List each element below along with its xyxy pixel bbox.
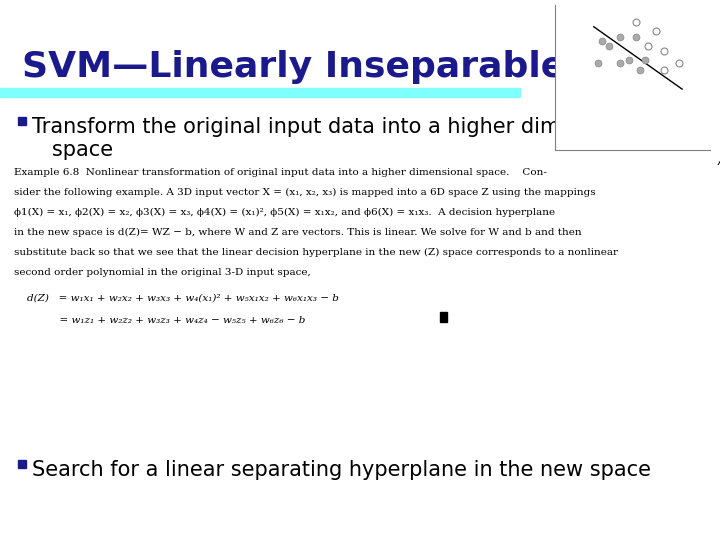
Text: space: space bbox=[32, 140, 113, 160]
Bar bbox=[18, 117, 26, 125]
Bar bbox=[440, 312, 447, 322]
Text: Transform the original input data into a higher dimensional: Transform the original input data into a… bbox=[32, 117, 647, 137]
Text: = w₁z₁ + w₂z₂ + w₃z₃ + w₄z₄ − w₅z₅ + w₆z₆ − b: = w₁z₁ + w₂z₂ + w₃z₃ + w₄z₄ − w₅z₅ + w₆z… bbox=[14, 316, 305, 325]
Text: second order polynomial in the original 3-D input space,: second order polynomial in the original … bbox=[14, 268, 311, 277]
Text: sider the following example. A 3D input vector X = (x₁, x₂, x₃) is mapped into a: sider the following example. A 3D input … bbox=[14, 188, 595, 197]
Text: Example 6.8  Nonlinear transformation of original input data into a higher dimen: Example 6.8 Nonlinear transformation of … bbox=[14, 168, 547, 177]
Text: substitute back so that we see that the linear decision hyperplane in the new (Z: substitute back so that we see that the … bbox=[14, 248, 618, 257]
Text: SVM—Linearly Inseparable: SVM—Linearly Inseparable bbox=[22, 50, 565, 84]
Bar bbox=[18, 460, 26, 468]
Text: A₁: A₁ bbox=[718, 157, 720, 167]
Bar bbox=[0, 88, 520, 97]
Text: Search for a linear separating hyperplane in the new space: Search for a linear separating hyperplan… bbox=[32, 460, 651, 480]
Text: ϕ1(X) = x₁, ϕ2(X) = x₂, ϕ3(X) = x₃, ϕ4(X) = (x₁)², ϕ5(X) = x₁x₂, and ϕ6(X) = x₁x: ϕ1(X) = x₁, ϕ2(X) = x₂, ϕ3(X) = x₃, ϕ4(X… bbox=[14, 208, 555, 217]
Text: d(Z)   = w₁x₁ + w₂x₂ + w₃x₃ + w₄(x₁)² + w₅x₁x₂ + w₆x₁x₃ − b: d(Z) = w₁x₁ + w₂x₂ + w₃x₃ + w₄(x₁)² + w₅… bbox=[14, 294, 339, 303]
Text: in the new space is d(Z)= WZ − b, where W and Z are vectors. This is linear. We : in the new space is d(Z)= WZ − b, where … bbox=[14, 228, 582, 237]
